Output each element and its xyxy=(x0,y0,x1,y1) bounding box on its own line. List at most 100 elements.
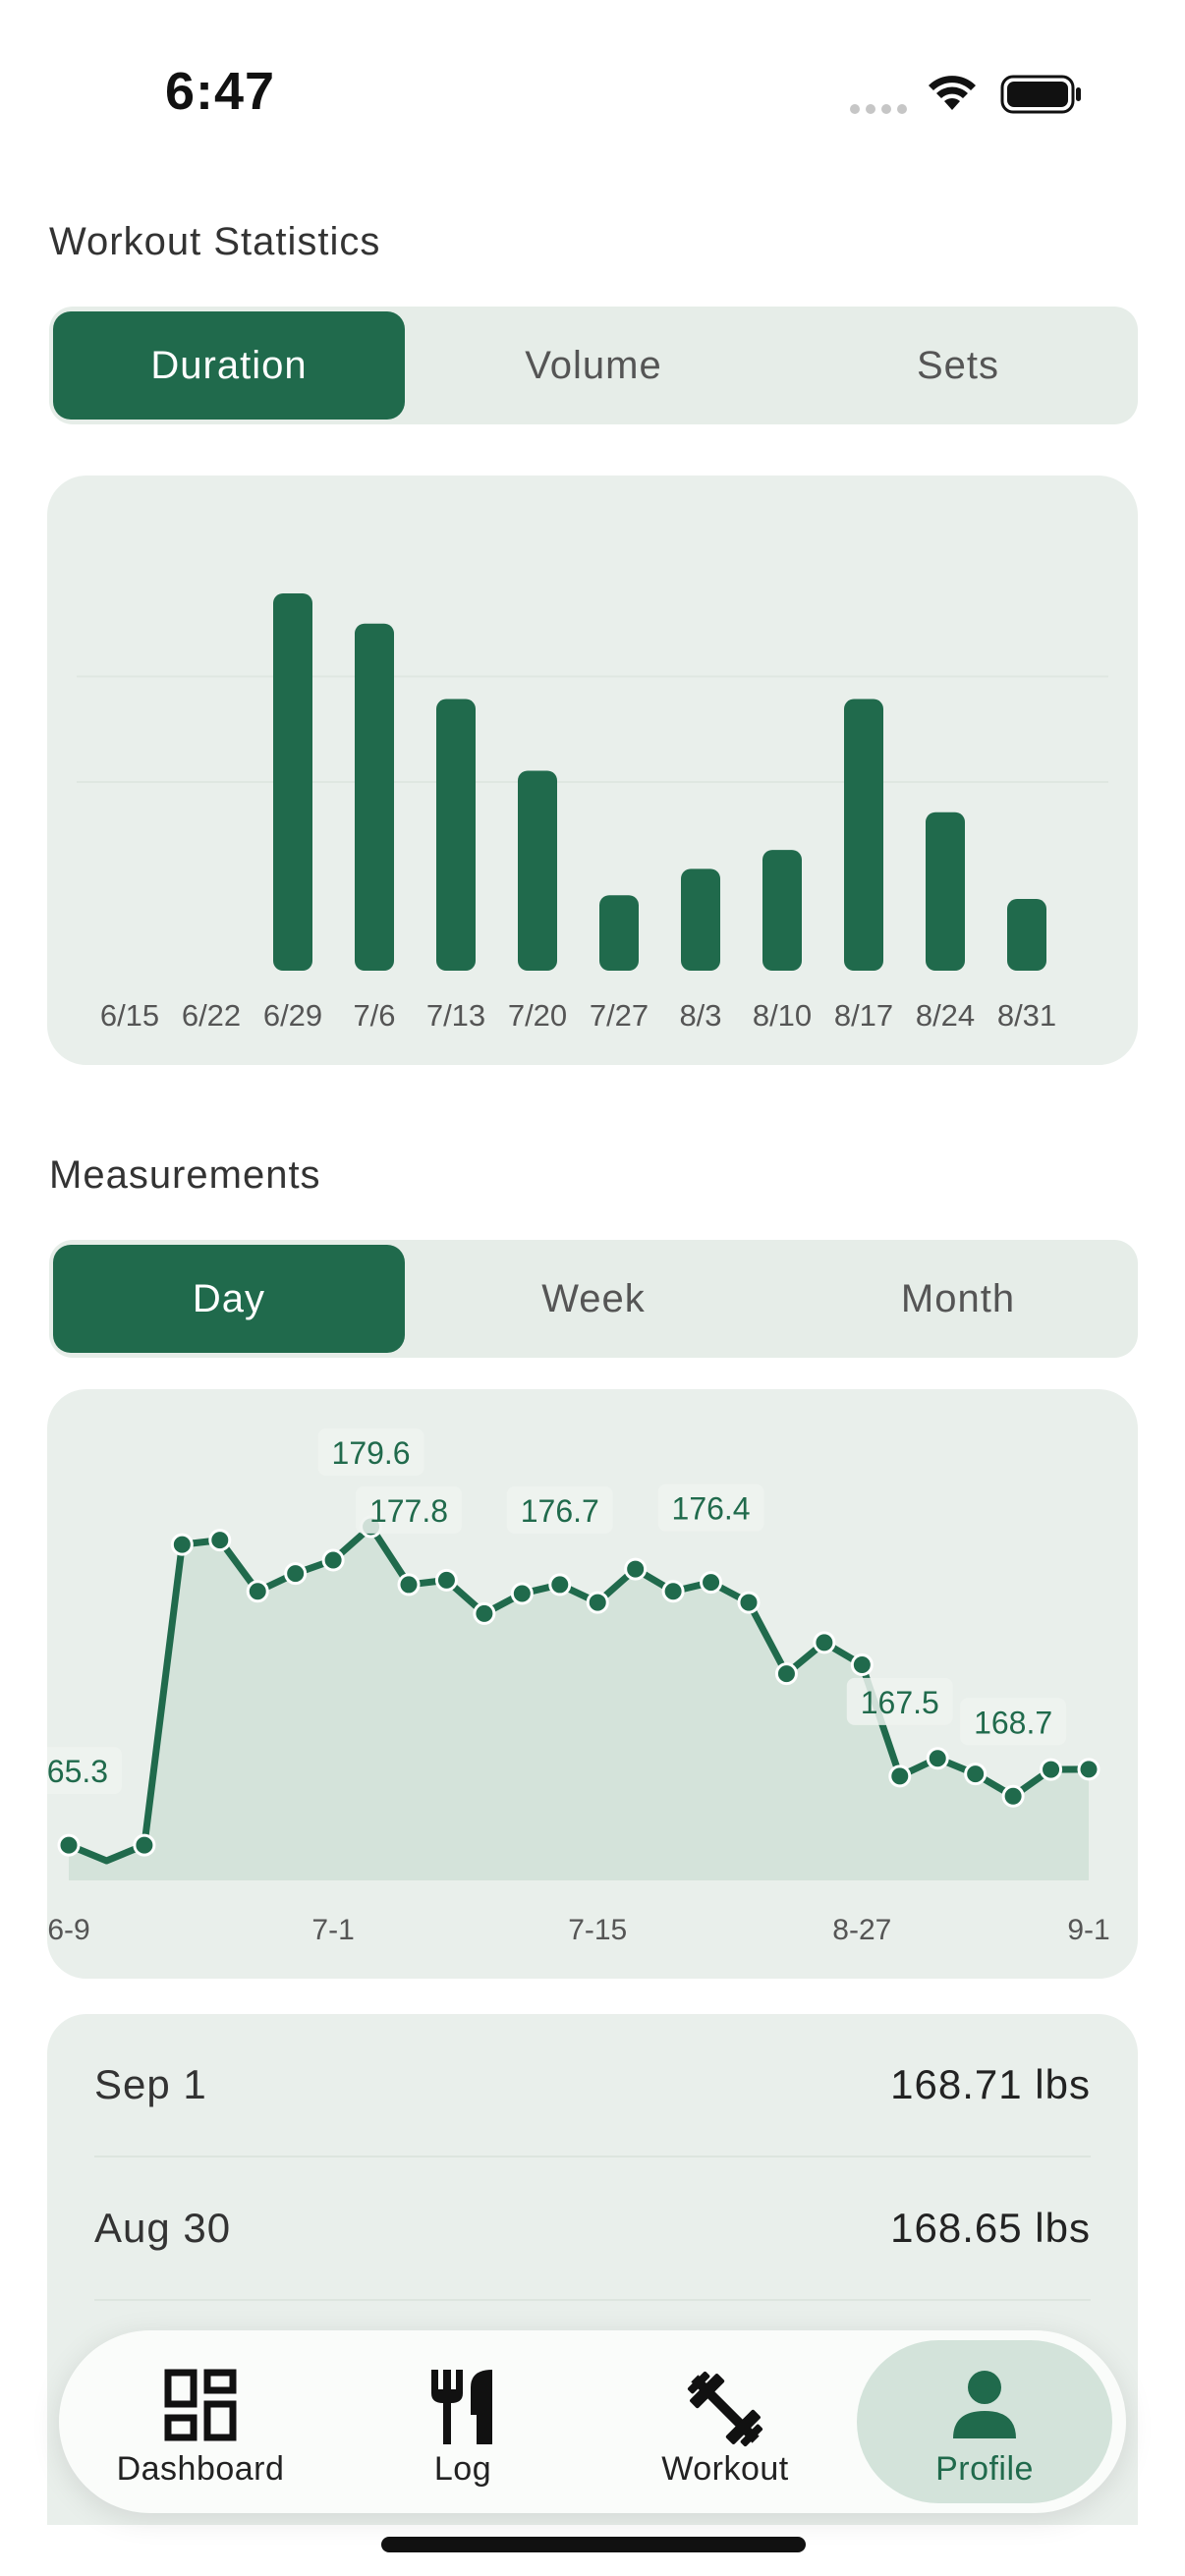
x-tick-label: 8/3 xyxy=(679,998,721,1033)
data-point[interactable] xyxy=(624,1557,648,1581)
bottom-tab-bar: Dashboard Log Workout Profile xyxy=(59,2330,1126,2513)
tab-week[interactable]: Week xyxy=(541,1276,646,1320)
x-tick-label: 8-27 xyxy=(832,1914,891,1946)
data-label-bg xyxy=(846,1677,953,1725)
tab-log[interactable]: Log xyxy=(335,2340,591,2503)
bar[interactable] xyxy=(762,850,802,971)
data-label-bg xyxy=(657,1484,764,1532)
status-time: 6:47 xyxy=(165,62,276,121)
entry-date: Sep 1 xyxy=(94,2061,207,2107)
data-point[interactable] xyxy=(661,1580,685,1603)
data-label: 176.7 xyxy=(521,1493,599,1529)
x-tick-label: 8/10 xyxy=(753,998,812,1033)
bar[interactable] xyxy=(599,895,639,971)
bar[interactable] xyxy=(518,770,557,971)
workout-statistics-title: Workout Statistics xyxy=(49,220,381,263)
dashboard-icon xyxy=(164,2369,237,2441)
data-label: 168.7 xyxy=(974,1705,1052,1740)
data-point[interactable] xyxy=(888,1764,912,1788)
bar[interactable] xyxy=(681,868,720,971)
data-point[interactable] xyxy=(321,1548,345,1572)
tab-day[interactable]: Day xyxy=(53,1245,405,1353)
x-tick-label: 6/29 xyxy=(263,998,322,1033)
data-label: 167.5 xyxy=(861,1685,939,1720)
data-point[interactable] xyxy=(170,1533,194,1556)
battery-icon xyxy=(1000,75,1081,114)
data-point[interactable] xyxy=(1077,1758,1100,1781)
tab-volume[interactable]: Volume xyxy=(525,343,662,387)
bar[interactable] xyxy=(355,623,394,971)
area-fill xyxy=(69,1527,1089,1880)
data-point[interactable] xyxy=(700,1571,723,1595)
tab-duration[interactable]: Duration xyxy=(53,311,405,420)
data-point[interactable] xyxy=(284,1562,308,1586)
data-point[interactable] xyxy=(473,1601,496,1625)
workout-segmented-control: Duration Volume Sets xyxy=(49,307,1138,424)
data-point[interactable] xyxy=(737,1591,761,1614)
tab-label: Workout xyxy=(661,2450,789,2488)
tab-workout[interactable]: Workout xyxy=(597,2340,853,2503)
data-label: 176.4 xyxy=(672,1491,751,1527)
x-tick-label: 6-9 xyxy=(47,1914,89,1946)
entry-value: 168.65 lbs xyxy=(890,2205,1091,2251)
tab-label: Profile xyxy=(935,2450,1034,2488)
data-point[interactable] xyxy=(1001,1784,1025,1808)
tab-label: Log xyxy=(433,2450,492,2488)
list-item[interactable]: Sep 1 168.71 lbs xyxy=(94,2014,1091,2157)
data-point[interactable] xyxy=(548,1573,572,1596)
data-point[interactable] xyxy=(397,1573,421,1596)
weight-area-chart: 165.3 179.6 177.8 176.7 176.4 167.5 168.7 6-9 7-… xyxy=(47,1428,1110,1946)
data-label-bg xyxy=(317,1428,424,1476)
list-item[interactable]: Aug 30 168.65 lbs xyxy=(94,2157,1091,2301)
data-label-bg xyxy=(960,1698,1067,1746)
x-tick-label: 8/31 xyxy=(997,998,1056,1033)
fork-knife-icon xyxy=(431,2370,492,2444)
data-label: 177.8 xyxy=(369,1493,448,1529)
x-tick-label: 7-1 xyxy=(311,1914,354,1946)
data-point[interactable] xyxy=(964,1763,988,1786)
tab-dashboard[interactable]: Dashboard xyxy=(73,2340,328,2503)
tab-profile[interactable]: Profile xyxy=(857,2340,1112,2503)
entry-date: Aug 30 xyxy=(94,2205,232,2251)
x-tick-label: 6/15 xyxy=(100,998,159,1033)
tab-month[interactable]: Month xyxy=(900,1276,1016,1320)
data-point[interactable] xyxy=(133,1833,156,1857)
x-tick-label: 8/17 xyxy=(834,998,893,1033)
data-point[interactable] xyxy=(850,1653,874,1677)
wifi-icon xyxy=(929,76,976,110)
data-label-bg xyxy=(47,1747,122,1795)
x-tick-label: 9-1 xyxy=(1067,1914,1109,1946)
data-point[interactable] xyxy=(586,1591,609,1614)
data-point[interactable] xyxy=(1040,1758,1063,1781)
bar[interactable] xyxy=(1007,899,1046,971)
data-label: 179.6 xyxy=(332,1435,411,1471)
bar[interactable] xyxy=(926,812,965,971)
data-label-bg xyxy=(356,1485,462,1534)
tab-sets[interactable]: Sets xyxy=(916,343,1000,387)
data-point[interactable] xyxy=(813,1631,836,1654)
x-tick-label: 8/24 xyxy=(916,998,975,1033)
data-point[interactable] xyxy=(434,1568,458,1592)
duration-chart-card: 6/15 6/22 6/29 7/6 7/13 7/20 7/27 8/3 8/10 8/17 8/… xyxy=(47,476,1138,1065)
x-tick-label: 7/13 xyxy=(426,998,485,1033)
tab-label: Dashboard xyxy=(116,2450,285,2488)
duration-bar-chart: 6/15 6/22 6/29 7/6 7/13 7/20 7/27 8/3 8/10 8/17 8/… xyxy=(77,593,1108,1033)
bar[interactable] xyxy=(273,593,312,971)
bar[interactable] xyxy=(844,699,883,971)
dumbbell-icon xyxy=(687,2371,763,2447)
x-tick-label: 7/27 xyxy=(590,998,649,1033)
bar[interactable] xyxy=(436,699,476,971)
signal-dots-icon xyxy=(850,104,907,114)
data-label-bg xyxy=(506,1485,613,1534)
x-tick-label: 7-15 xyxy=(568,1914,627,1946)
measurements-chart-card: 165.3 179.6 177.8 176.7 176.4 167.5 168.7 6-9 7-… xyxy=(47,1389,1138,1979)
data-point[interactable] xyxy=(510,1582,534,1605)
data-point[interactable] xyxy=(246,1580,269,1603)
data-point[interactable] xyxy=(57,1833,81,1857)
data-point[interactable] xyxy=(774,1662,798,1686)
person-icon xyxy=(953,2371,1016,2438)
data-point[interactable] xyxy=(926,1747,949,1770)
data-point[interactable] xyxy=(208,1529,232,1552)
x-tick-label: 7/20 xyxy=(508,998,567,1033)
entry-value: 168.71 lbs xyxy=(890,2061,1091,2107)
